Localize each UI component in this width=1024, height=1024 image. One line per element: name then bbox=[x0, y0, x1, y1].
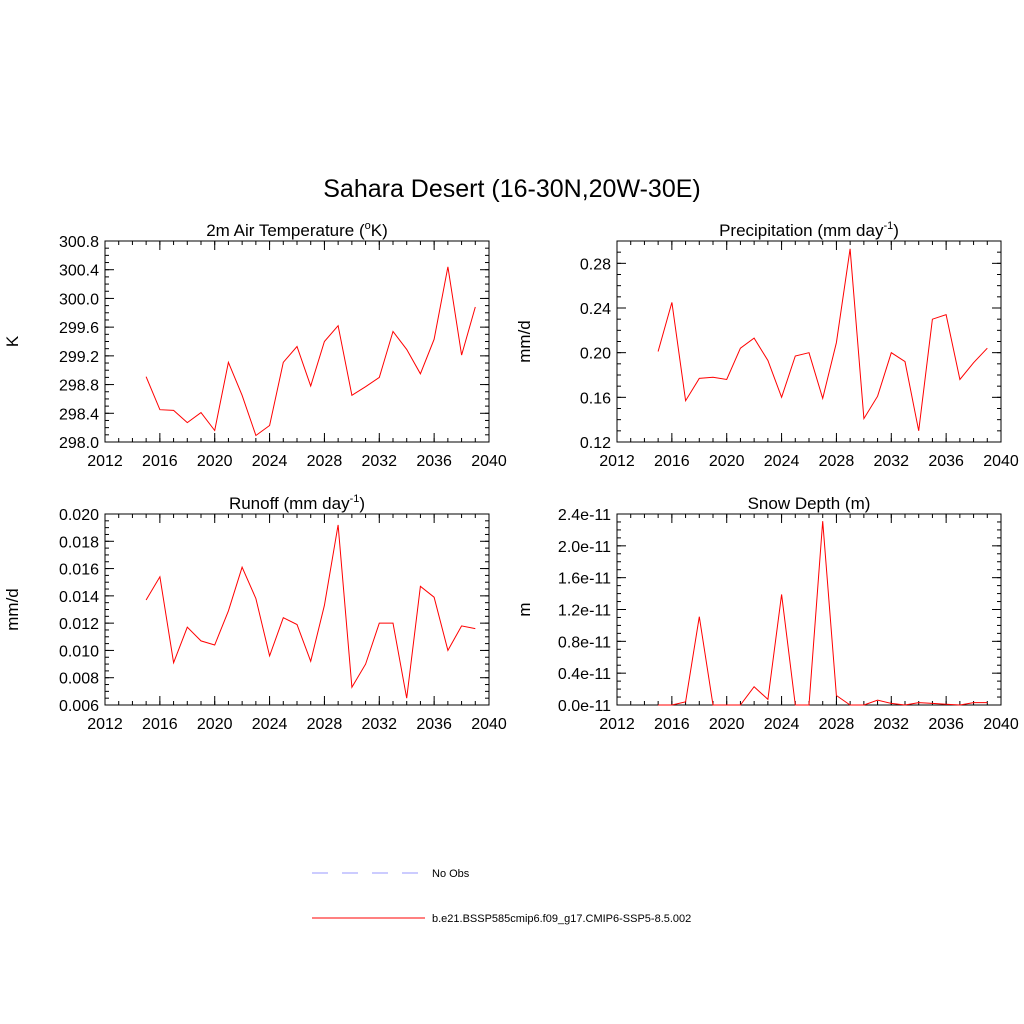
x-tick-label: 2028 bbox=[819, 716, 855, 733]
panel-title-suffix: K) bbox=[371, 221, 388, 240]
series-line bbox=[658, 521, 988, 706]
legend-label: b.e21.BSSP585cmip6.f09_g17.CMIP6-SSP5-8.… bbox=[432, 913, 691, 925]
plot-frame bbox=[104, 240, 490, 443]
panel-title-superscript: -1 bbox=[883, 220, 893, 232]
x-tick-label: 2016 bbox=[142, 453, 178, 470]
panel-title: 2m Air Temperature (oK) bbox=[206, 220, 388, 240]
y-tick-label: 1.2e-11 bbox=[558, 603, 611, 620]
plot-frame bbox=[616, 513, 1002, 706]
y-tick-label: 0.020 bbox=[59, 507, 99, 524]
x-tick-label: 2020 bbox=[709, 453, 745, 470]
y-tick-label: 0.014 bbox=[59, 589, 99, 606]
x-tick-label: 2036 bbox=[928, 453, 964, 470]
series-line bbox=[145, 266, 476, 437]
y-tick-label: 2.4e-11 bbox=[558, 507, 611, 524]
y-axis-label: mm/d bbox=[515, 320, 534, 363]
panel-title-main: 2m Air Temperature ( bbox=[206, 221, 365, 240]
x-tick-label: 2016 bbox=[654, 716, 690, 733]
x-tick-label: 2028 bbox=[819, 453, 855, 470]
x-tick-label: 2032 bbox=[361, 716, 397, 733]
y-tick-label: 300.0 bbox=[59, 291, 99, 308]
x-tick-label: 2020 bbox=[197, 453, 233, 470]
panel-title: Precipitation (mm day-1) bbox=[719, 220, 899, 240]
x-tick-label: 2024 bbox=[764, 716, 800, 733]
y-tick-label: 0.8e-11 bbox=[558, 634, 611, 651]
series-line bbox=[145, 524, 476, 699]
x-tick-label: 2028 bbox=[307, 453, 343, 470]
y-tick-label: 0.4e-11 bbox=[558, 666, 611, 683]
y-axis-label: mm/d bbox=[3, 588, 22, 631]
y-tick-label: 0.24 bbox=[580, 301, 611, 318]
panel-2: 2012 2016 2020 2024 2028 2032 2036 2040 0.12 0.16… bbox=[515, 220, 1019, 470]
x-tick-label: 2020 bbox=[197, 716, 233, 733]
x-tick-label: 2040 bbox=[471, 453, 507, 470]
panel-title-main: Runoff (mm day bbox=[229, 494, 350, 513]
y-tick-label: 0.0e-11 bbox=[558, 698, 611, 715]
y-tick-label: 0.018 bbox=[59, 534, 99, 551]
panels: 2012 2016 2020 2024 2028 2032 2036 2040 298.0 298… bbox=[3, 220, 1019, 733]
panel-title-suffix: ) bbox=[893, 221, 899, 240]
panel-1: 2012 2016 2020 2024 2028 2032 2036 2040 298.0 298… bbox=[3, 220, 507, 470]
x-tick-label: 2012 bbox=[87, 716, 123, 733]
y-tick-label: 0.008 bbox=[59, 671, 99, 688]
y-tick-label: 0.20 bbox=[580, 346, 611, 363]
y-axis-label: K bbox=[3, 335, 22, 347]
x-tick-label: 2024 bbox=[764, 453, 800, 470]
y-axis-label: m bbox=[515, 602, 534, 616]
x-tick-label: 2040 bbox=[983, 716, 1019, 733]
y-tick-label: 298.4 bbox=[59, 406, 99, 423]
y-tick-label: 0.12 bbox=[580, 435, 611, 452]
x-tick-label: 2024 bbox=[252, 453, 288, 470]
y-tick-label: 1.6e-11 bbox=[558, 571, 611, 588]
x-tick-label: 2040 bbox=[983, 453, 1019, 470]
y-tick-label: 0.16 bbox=[580, 390, 611, 407]
x-tick-label: 2016 bbox=[142, 716, 178, 733]
plot-frame bbox=[616, 240, 1002, 443]
series-line bbox=[657, 248, 988, 431]
y-tick-label: 0.28 bbox=[580, 256, 611, 273]
y-tick-label: 299.2 bbox=[59, 349, 99, 366]
x-tick-label: 2032 bbox=[361, 453, 397, 470]
y-tick-label: 0.016 bbox=[59, 562, 99, 579]
x-tick-label: 2020 bbox=[709, 716, 745, 733]
panel-4: 2012 2016 2020 2024 2028 2032 2036 2040 0.0e-11 0… bbox=[515, 494, 1019, 733]
y-tick-label: 2.0e-11 bbox=[558, 539, 611, 556]
x-tick-label: 2032 bbox=[873, 453, 909, 470]
y-tick-label: 0.006 bbox=[59, 698, 99, 715]
x-tick-label: 2016 bbox=[654, 453, 690, 470]
panel-title-superscript: o bbox=[365, 220, 371, 232]
x-tick-label: 2040 bbox=[471, 716, 507, 733]
figure-title: Sahara Desert (16-30N,20W-30E) bbox=[323, 175, 701, 203]
panel-title: Snow Depth (m) bbox=[748, 494, 871, 513]
y-tick-label: 300.4 bbox=[59, 263, 99, 280]
x-tick-label: 2012 bbox=[599, 453, 635, 470]
y-tick-label: 0.010 bbox=[59, 643, 99, 660]
x-tick-label: 2012 bbox=[87, 453, 123, 470]
panel-title-superscript: -1 bbox=[350, 493, 360, 505]
y-tick-label: 298.8 bbox=[59, 378, 99, 395]
panel-title-main: Precipitation (mm day bbox=[719, 221, 884, 240]
x-tick-label: 2032 bbox=[873, 716, 909, 733]
panel-title-suffix: ) bbox=[359, 494, 365, 513]
y-tick-label: 0.012 bbox=[59, 616, 99, 633]
x-tick-label: 2036 bbox=[416, 453, 452, 470]
x-tick-label: 2024 bbox=[252, 716, 288, 733]
x-tick-label: 2028 bbox=[307, 716, 343, 733]
plot-frame bbox=[104, 513, 490, 706]
legend-label: No Obs bbox=[432, 868, 470, 880]
x-tick-label: 2012 bbox=[599, 716, 635, 733]
y-tick-label: 300.8 bbox=[59, 234, 99, 251]
x-tick-label: 2036 bbox=[416, 716, 452, 733]
legend: No Obs b.e21.BSSP585cmip6.f09_g17.CMIP6-S… bbox=[312, 868, 691, 925]
y-tick-label: 298.0 bbox=[59, 435, 99, 452]
panel-title: Runoff (mm day-1) bbox=[229, 493, 365, 513]
x-tick-label: 2036 bbox=[928, 716, 964, 733]
panel-title-main: Snow Depth (m) bbox=[748, 494, 871, 513]
panel-3: 2012 2016 2020 2024 2028 2032 2036 2040 0.006 0.0… bbox=[3, 493, 507, 733]
y-tick-label: 299.6 bbox=[59, 320, 99, 337]
